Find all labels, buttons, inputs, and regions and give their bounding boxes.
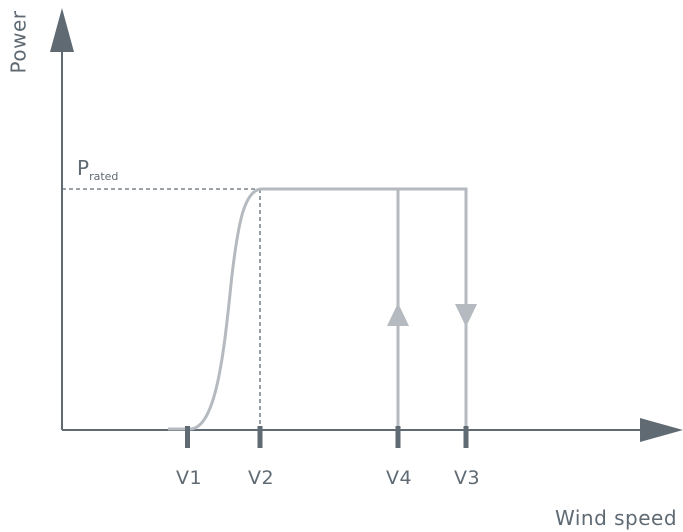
tick-mark-v3 xyxy=(463,426,469,448)
y-axis-arrow xyxy=(50,8,74,52)
x-axis-label: Wind speed xyxy=(555,506,678,530)
rated-power-subscript: rated xyxy=(89,170,119,183)
y-axis-label: Power xyxy=(6,10,31,74)
x-axis-arrow xyxy=(640,418,683,442)
tick-mark-v1 xyxy=(185,426,190,448)
rated-power-main: P xyxy=(77,156,90,180)
tick-mark-v2 xyxy=(257,426,263,448)
tick-label-v1: V1 xyxy=(176,467,203,489)
tick-mark-v4 xyxy=(395,426,401,448)
tick-label-v4: V4 xyxy=(386,467,413,489)
tick-label-v2: V2 xyxy=(248,467,275,489)
down-arrow-icon xyxy=(455,304,477,327)
power-curve xyxy=(168,187,468,431)
rated-power-label: Prated xyxy=(77,156,118,183)
up-arrow-icon xyxy=(387,303,409,326)
tick-label-v3: V3 xyxy=(454,467,481,489)
